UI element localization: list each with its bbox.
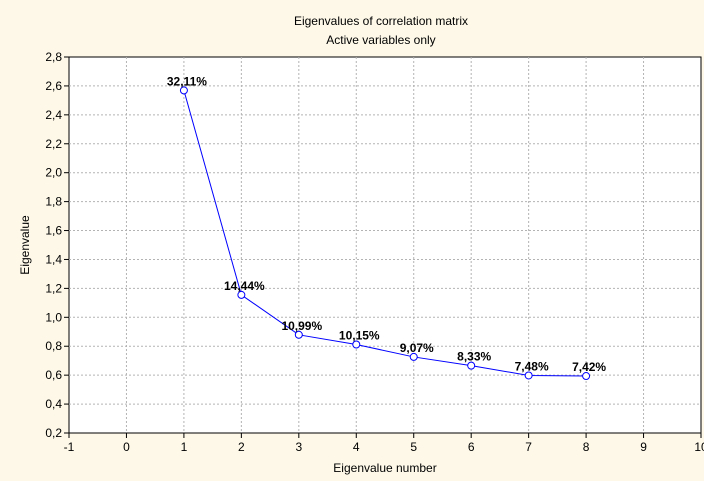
y-tick-label: 1,0 — [45, 310, 62, 324]
x-axis-ticks: -1 0 1 2 3 4 5 6 7 8 9 10 — [64, 433, 704, 454]
x-tick-label: 6 — [468, 440, 475, 454]
x-tick-label: 1 — [181, 440, 188, 454]
y-tick-label: 1,6 — [45, 224, 62, 238]
y-tick-label: 2,4 — [45, 108, 62, 122]
x-tick-label: 8 — [583, 440, 590, 454]
y-axis-title: Eigenvalue — [18, 215, 32, 275]
x-tick-label: 2 — [238, 440, 245, 454]
y-tick-label: 1,2 — [45, 281, 62, 295]
y-tick-label: 2,6 — [45, 79, 62, 93]
y-tick-label: 0,4 — [45, 397, 62, 411]
y-tick-label: 0,2 — [45, 426, 62, 440]
y-tick-label: 0,6 — [45, 368, 62, 382]
data-label: 9,07% — [400, 341, 434, 355]
x-tick-label: 10 — [694, 440, 704, 454]
x-tick-label: -1 — [64, 440, 75, 454]
x-tick-label: 0 — [123, 440, 130, 454]
x-tick-label: 7 — [525, 440, 532, 454]
y-tick-label: 1,8 — [45, 195, 62, 209]
plot-area — [69, 57, 701, 433]
y-tick-label: 2,8 — [45, 50, 62, 64]
x-tick-label: 3 — [295, 440, 302, 454]
chart-subtitle: Active variables only — [326, 33, 435, 47]
data-label: 14,44% — [224, 279, 265, 293]
data-label: 7,42% — [572, 360, 606, 374]
x-tick-label: 9 — [640, 440, 647, 454]
y-axis-ticks: 0,2 0,4 0,6 0,8 1,0 1,2 1,4 1,6 1,8 2,0 2,2 2,4 2,6 2… — [45, 50, 69, 440]
data-label: 7,48% — [515, 359, 549, 373]
y-tick-label: 1,4 — [45, 252, 62, 266]
data-label: 10,15% — [339, 328, 380, 342]
data-label: 8,33% — [457, 350, 491, 364]
y-tick-label: 2,2 — [45, 137, 62, 151]
x-axis-title: Eigenvalue number — [333, 461, 436, 475]
x-tick-label: 4 — [353, 440, 360, 454]
x-tick-label: 5 — [410, 440, 417, 454]
y-tick-label: 2,0 — [45, 166, 62, 180]
chart-title: Eigenvalues of correlation matrix — [294, 14, 468, 28]
y-tick-label: 0,8 — [45, 339, 62, 353]
data-label: 32,11% — [167, 74, 207, 88]
data-label: 10,99% — [281, 319, 322, 333]
